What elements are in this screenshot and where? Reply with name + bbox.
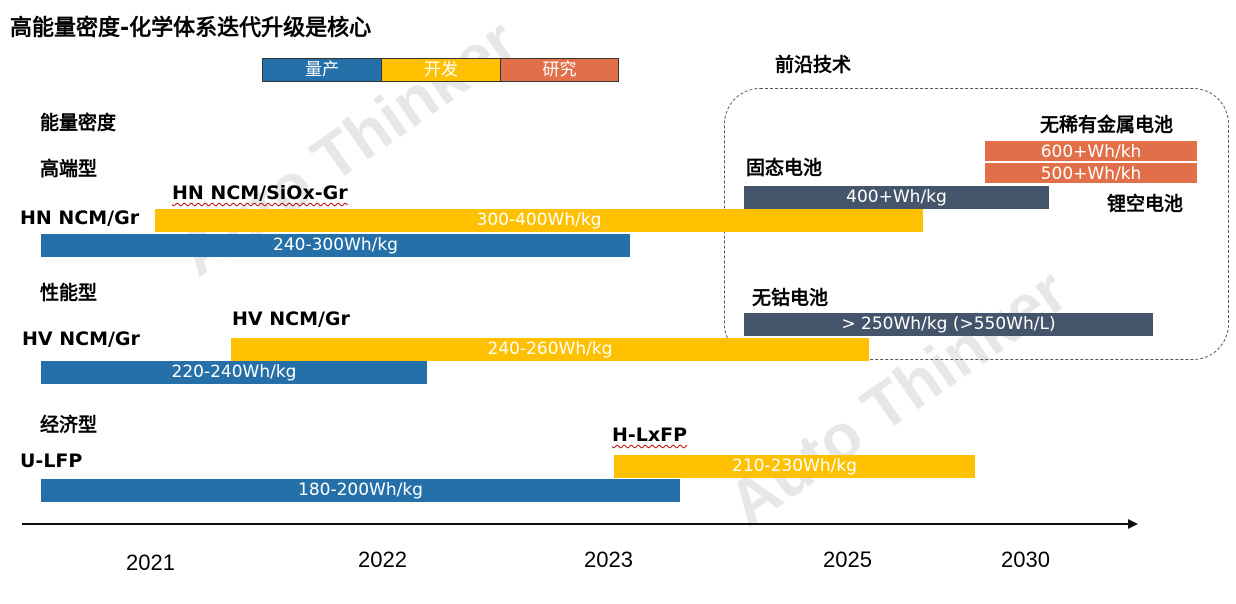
chem-h-lxfp: H-LxFP [612, 424, 687, 446]
chem-no-cobalt: 无钴电池 [752, 287, 829, 309]
category-economy: 经济型 [40, 414, 98, 436]
bar-no-cobalt: > 250Wh/kg (>550Wh/L) [744, 313, 1153, 336]
chem-hn-ncm-gr: HN NCM/Gr [20, 207, 140, 229]
bar-lxfp-development: 210-230Wh/kg [614, 455, 975, 478]
energy-density-label: 能量密度 [40, 112, 117, 134]
frontier-tech-label: 前沿技术 [775, 54, 852, 76]
chem-hn-ncm-siox-text: HN NCM/SiOx-Gr [172, 182, 348, 204]
category-performance: 性能型 [40, 282, 98, 304]
year-2022: 2022 [358, 547, 407, 572]
chem-solid-state: 固态电池 [746, 157, 823, 179]
legend-mass-production: 量产 [262, 58, 382, 82]
bar-hv-development: 240-260Wh/kg [231, 338, 869, 361]
bar-solid-state: 400+Wh/kg [744, 186, 1049, 209]
year-2023: 2023 [584, 547, 633, 572]
bar-ulfp-production: 180-200Wh/kg [41, 479, 680, 502]
legend-development: 开发 [381, 58, 501, 82]
chem-hv-ncm-gr-left: HV NCM/Gr [22, 328, 140, 350]
legend-research: 研究 [500, 58, 619, 82]
chem-hv-ncm-gr-right: HV NCM/Gr [232, 308, 350, 330]
chem-no-rare-metal: 无稀有金属电池 [1040, 114, 1174, 136]
chem-h-lxfp-text: H-LxFP [612, 424, 688, 446]
timeline-axis [22, 519, 1138, 529]
bar-hn-gr-production: 240-300Wh/kg [41, 234, 630, 257]
category-high-end: 高端型 [40, 158, 98, 180]
year-2021: 2021 [126, 550, 175, 575]
page-title: 高能量密度-化学体系迭代升级是核心 [10, 16, 372, 41]
bar-hv-production: 220-240Wh/kg [41, 361, 427, 384]
chem-hn-ncm-siox: HN NCM/SiOx-Gr [172, 182, 348, 204]
year-2025: 2025 [823, 547, 872, 572]
year-2030: 2030 [1001, 547, 1050, 572]
bar-rare-metal-500: 500+Wh/kh [984, 162, 1198, 184]
chem-u-lfp: U-LFP [20, 450, 83, 472]
chem-lithium-air: 锂空电池 [1107, 193, 1184, 215]
bar-hn-siox-development: 300-400Wh/kg [155, 209, 923, 232]
bar-rare-metal-600: 600+Wh/kh [984, 140, 1198, 162]
